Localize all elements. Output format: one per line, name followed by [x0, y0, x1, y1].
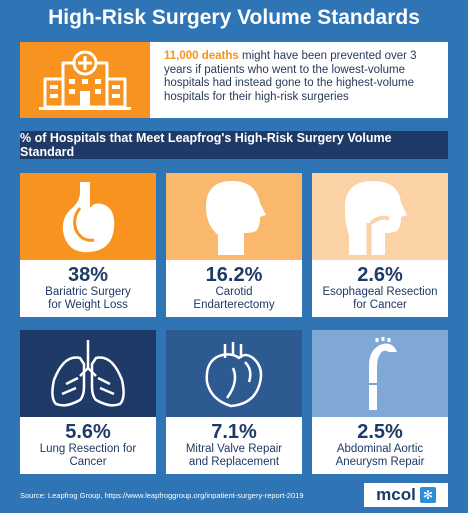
- aorta-icon: [312, 330, 448, 417]
- mitral-label-2: and Replacement: [188, 456, 280, 468]
- mitral-label-1: Mitral Valve Repair: [185, 443, 283, 455]
- card-lung: 5.6% Lung Resection for Cancer: [20, 330, 156, 474]
- esophageal-percent: 2.6%: [357, 264, 403, 286]
- intro-body: might have been prevented over 3 years i…: [164, 50, 417, 103]
- carotid-percent: 16.2%: [205, 264, 263, 286]
- lung-label-2: Cancer: [69, 456, 107, 468]
- lungs-icon: [20, 330, 156, 417]
- lung-percent: 5.6%: [65, 421, 111, 443]
- card-esophageal: 2.6% Esophageal Resection for Cancer: [312, 173, 448, 317]
- card-carotid: 16.2% Carotid Endarterectomy: [166, 173, 302, 317]
- mcol-logo: mcol ✻: [364, 483, 448, 507]
- card-aortic: 2.5% Abdominal Aortic Aneurysm Repair: [312, 330, 448, 474]
- carotid-label-2: Endarterectomy: [193, 299, 275, 311]
- esophageal-label-2: for Cancer: [353, 299, 407, 311]
- source-note: Source: Leapfrog Group, https://www.leap…: [20, 491, 304, 500]
- section-banner: % of Hospitals that Meet Leapfrog's High…: [20, 131, 448, 159]
- stomach-icon: [20, 173, 156, 260]
- bariatric-percent: 38%: [67, 264, 109, 286]
- throat-profile-icon: [312, 173, 448, 260]
- card-bariatric: 38% Bariatric Surgery for Weight Loss: [20, 173, 156, 317]
- intro-text: 11,000 deaths might have been prevented …: [150, 42, 448, 118]
- bariatric-label-2: for Weight Loss: [48, 299, 128, 311]
- esophageal-label-1: Esophageal Resection: [322, 286, 438, 298]
- intro-panel: 11,000 deaths might have been prevented …: [20, 42, 448, 118]
- mitral-percent: 7.1%: [211, 421, 257, 443]
- hospital-icon: [20, 42, 150, 118]
- aortic-label-2: Aneurysm Repair: [335, 456, 425, 468]
- head-profile-icon: [166, 173, 302, 260]
- carotid-label-1: Carotid: [215, 286, 253, 298]
- snowflake-icon: ✻: [419, 487, 436, 503]
- deaths-highlight: 11,000 deaths: [164, 50, 239, 62]
- card-mitral: 7.1% Mitral Valve Repair and Replacement: [166, 330, 302, 474]
- aortic-percent: 2.5%: [357, 421, 403, 443]
- lung-label-1: Lung Resection for: [39, 443, 137, 455]
- bariatric-label-1: Bariatric Surgery: [45, 286, 131, 298]
- page-title: High-Risk Surgery Volume Standards: [48, 6, 420, 29]
- heart-icon: [166, 330, 302, 417]
- logo-text: mcol: [376, 485, 416, 504]
- aortic-label-1: Abdominal Aortic: [336, 443, 424, 455]
